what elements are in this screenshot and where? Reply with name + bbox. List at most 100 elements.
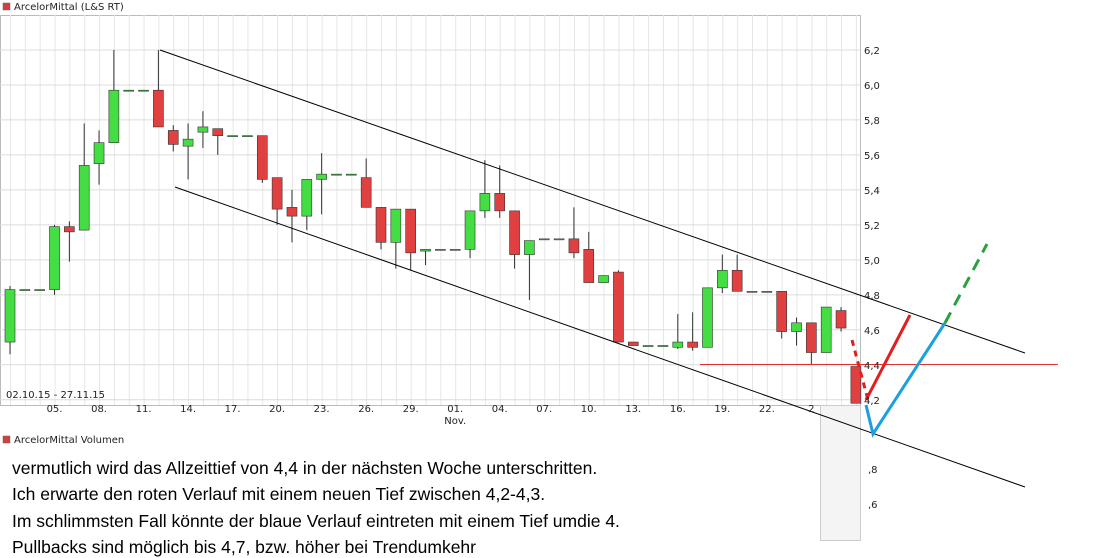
candle-body <box>583 249 595 283</box>
candle-body <box>642 345 654 347</box>
x-tick-label: 08. <box>91 404 107 415</box>
candle-body <box>242 135 253 137</box>
candle-body <box>761 291 773 293</box>
candle-body <box>687 341 698 348</box>
candle-body <box>49 226 60 290</box>
candle-body <box>746 291 758 293</box>
candle-body <box>64 226 75 233</box>
candle-body <box>4 289 16 343</box>
channel-upper <box>159 49 1026 354</box>
y-tick-label: 5,0 <box>864 256 880 267</box>
candle-body <box>449 249 461 251</box>
lower-axis-label: ,8 <box>868 465 878 476</box>
candle-body <box>286 207 298 217</box>
candle-body <box>702 287 713 348</box>
candle-body <box>405 208 416 254</box>
candle-body <box>108 89 120 143</box>
y-tick-label: 5,4 <box>864 186 880 197</box>
candle-body <box>850 366 862 404</box>
candle-body <box>791 322 802 332</box>
x-tick-label: 14. <box>180 404 196 415</box>
candle-body <box>553 238 565 241</box>
x-tick-label: 20. <box>269 404 285 415</box>
candle-body <box>806 322 817 353</box>
candle-body <box>301 179 313 217</box>
candle-body <box>464 210 476 250</box>
candle-body <box>717 270 728 289</box>
x-tick-label: 07. <box>536 404 552 415</box>
candle-body <box>167 130 179 145</box>
candle-body <box>731 270 743 292</box>
y-tick-label: 4,6 <box>864 326 880 337</box>
x-tick-label: 11. <box>136 404 152 415</box>
candle-body <box>672 341 684 348</box>
candle-body <box>153 89 164 128</box>
x-tick-label: 13. <box>625 404 641 415</box>
note-line: vermutlich wird das Allzeittief von 4,4 … <box>12 458 597 478</box>
x-tick-label: 2 <box>808 404 814 415</box>
y-tick-label: 5,2 <box>864 221 880 232</box>
candle-body <box>78 165 90 231</box>
y-tick-label: 5,8 <box>864 116 880 127</box>
lower-axis-label: ,6 <box>868 500 878 511</box>
y-tick-label: 5,6 <box>864 151 880 162</box>
forecast-red <box>864 314 912 401</box>
candle-body <box>657 345 669 347</box>
candle-body <box>93 142 105 164</box>
x-tick-label: 16. <box>670 404 686 415</box>
forecast-blue <box>864 322 947 438</box>
candles <box>4 49 862 404</box>
candle-body <box>331 173 342 176</box>
candle-body <box>420 249 431 252</box>
month-label: Nov. <box>444 416 466 427</box>
candle-body <box>390 208 402 243</box>
candle-body <box>776 291 787 332</box>
y-tick-label: 4,8 <box>864 291 880 302</box>
x-tick-label: 19. <box>714 404 730 415</box>
x-tick-label: 22. <box>759 404 775 415</box>
candle-body <box>19 289 31 291</box>
x-tick-label: 01. <box>447 404 463 415</box>
candle-body <box>182 138 194 147</box>
date-range: 02.10.15 - 27.11.15 <box>6 390 105 401</box>
candle-body <box>538 238 550 241</box>
candle-body <box>835 310 847 329</box>
candle-body <box>598 275 609 283</box>
note-line: Pullbacks sind möglich bis 4,7, bzw. höh… <box>12 537 476 557</box>
candle-body <box>360 177 372 208</box>
candle-body <box>494 193 506 212</box>
x-tick-label: 05. <box>47 404 63 415</box>
y-tick-label: 4,4 <box>864 361 880 372</box>
legend-swatch <box>2 435 11 444</box>
x-tick-label: 04. <box>492 404 508 415</box>
x-tick-label: 17. <box>225 404 241 415</box>
candle-body <box>123 89 135 92</box>
channel-lower <box>174 186 1026 488</box>
candle-body <box>820 306 832 353</box>
candle-body <box>346 173 357 176</box>
volume-title: ArcelorMittal Volumen <box>14 435 124 446</box>
chart-title: ArcelorMittal (L&S RT) <box>14 2 124 13</box>
candle-body <box>138 89 149 92</box>
x-tick-label: 10. <box>581 404 597 415</box>
candle-body <box>479 193 491 212</box>
candle-body <box>435 249 446 251</box>
legend-swatch <box>2 2 11 11</box>
candle-body <box>34 289 45 291</box>
candle-body <box>256 135 268 180</box>
candle-body <box>524 240 535 255</box>
note-line: Ich erwarte den roten Verlauf mit einem … <box>12 484 545 504</box>
note-line: Im schlimmsten Fall könnte der blaue Ver… <box>12 511 620 531</box>
candle-body <box>212 128 224 136</box>
x-tick-label: 26. <box>358 404 374 415</box>
candle-body <box>568 238 580 254</box>
x-tick-label: 29. <box>403 404 419 415</box>
candle-body <box>613 271 624 343</box>
y-tick-label: 4,2 <box>864 396 880 407</box>
candle-body <box>271 177 283 210</box>
candle-body <box>627 341 639 346</box>
y-tick-label: 6,0 <box>864 81 880 92</box>
candle-body <box>227 135 238 137</box>
x-tick-label: 23. <box>314 404 330 415</box>
